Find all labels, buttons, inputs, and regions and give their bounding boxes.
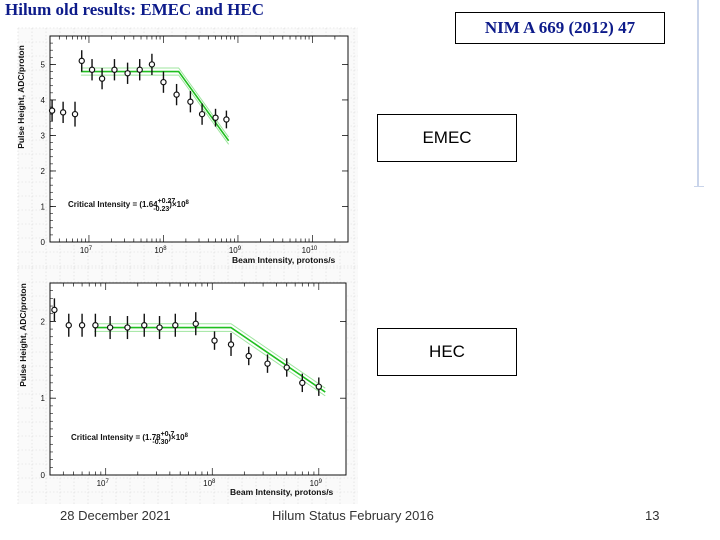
- slide-title: Hilum old results: EMEC and HEC: [5, 0, 264, 19]
- data-point: [223, 116, 230, 123]
- annotation-suffix: )×10: [169, 200, 186, 209]
- fit-line: [94, 323, 326, 389]
- data-point: [187, 98, 194, 105]
- data-point: [59, 109, 67, 116]
- data-point: [160, 78, 167, 86]
- x-axis-label: Beam Intensity, protons/s: [232, 255, 336, 265]
- y-tick-label: 5: [41, 60, 46, 69]
- data-point: [148, 61, 156, 68]
- x-tick-exponent: 8: [163, 246, 167, 252]
- y-tick-label: 1: [41, 202, 46, 211]
- data-point: [92, 322, 99, 329]
- x-tick-exponent: 7: [89, 246, 93, 252]
- y-tick-label: 2: [41, 317, 46, 326]
- x-tick-exponent: 7: [105, 479, 109, 485]
- decorative-rule-tick: [694, 186, 704, 187]
- plot-frame: [49, 35, 349, 243]
- data-point: [106, 324, 114, 331]
- data-point: [227, 341, 235, 348]
- data-point: [283, 364, 290, 371]
- decorative-rule: [697, 0, 699, 186]
- y-tick-label: 2: [41, 167, 46, 176]
- data-point: [264, 360, 271, 367]
- x-tick-exponent: 9: [238, 246, 242, 252]
- annotation-suffix: )×10: [168, 433, 185, 442]
- data-point: [212, 114, 219, 121]
- y-axis-label: Pulse Height, ADC/proton: [16, 45, 26, 149]
- data-point: [299, 379, 306, 387]
- annotation-exponent: 8: [186, 200, 190, 206]
- annotation-minus: -0.23: [153, 206, 169, 213]
- x-tick-exponent: 10: [311, 246, 318, 252]
- data-point: [141, 322, 148, 329]
- data-point: [156, 324, 163, 331]
- y-axis-label: Pulse Height, ADC/proton: [18, 283, 28, 387]
- footer-date: 28 December 2021: [60, 508, 171, 523]
- data-point: [124, 324, 131, 331]
- x-tick-label: 108: [154, 246, 167, 255]
- y-tick-label: 1: [41, 394, 46, 403]
- y-tick-label: 0: [41, 238, 46, 247]
- annotation-plus: +0.27: [158, 198, 176, 205]
- data-point: [98, 75, 106, 82]
- fit-line: [80, 74, 230, 145]
- x-tick-label: 107: [97, 479, 110, 488]
- hec-label-box: HEC: [377, 328, 517, 376]
- data-point: [192, 320, 199, 327]
- y-tick-label: 0: [41, 471, 46, 480]
- data-point: [245, 352, 252, 360]
- x-tick-label: 108: [203, 479, 216, 488]
- data-point: [65, 322, 72, 329]
- emec-label-box: EMEC: [377, 114, 517, 162]
- data-point: [198, 110, 206, 118]
- data-point: [51, 306, 58, 314]
- x-tick-label: 109: [310, 479, 323, 488]
- x-tick-label: 1010: [302, 246, 318, 255]
- data-point: [88, 66, 96, 73]
- data-point: [172, 322, 179, 329]
- annotation-minus: -0.30: [152, 439, 168, 446]
- x-axis-label: Beam Intensity, protons/s: [230, 487, 334, 497]
- reference-box: NIM A 669 (2012) 47: [455, 12, 665, 44]
- data-point: [124, 70, 131, 77]
- x-tick-label: 107: [80, 246, 93, 255]
- footer-center-text: Hilum Status February 2016: [272, 508, 434, 523]
- x-tick-label: 109: [229, 246, 242, 255]
- data-point: [78, 57, 85, 65]
- y-tick-label: 4: [41, 96, 46, 105]
- y-tick-label: 3: [41, 131, 46, 140]
- data-point: [136, 66, 143, 73]
- annotation-exponent: 8: [185, 433, 189, 439]
- fit-line: [94, 326, 326, 393]
- data-point: [315, 383, 323, 390]
- data-point: [71, 110, 79, 118]
- data-point: [173, 91, 180, 98]
- data-point: [111, 66, 118, 73]
- x-tick-exponent: 9: [319, 479, 323, 485]
- fit-line: [94, 330, 326, 397]
- annotation-plus: +0.7: [161, 431, 175, 438]
- data-point: [78, 322, 86, 329]
- x-tick-exponent: 8: [212, 479, 216, 485]
- page-number: 13: [645, 508, 660, 523]
- data-point: [48, 107, 56, 114]
- data-point: [211, 337, 218, 344]
- plot-frame: [49, 282, 347, 476]
